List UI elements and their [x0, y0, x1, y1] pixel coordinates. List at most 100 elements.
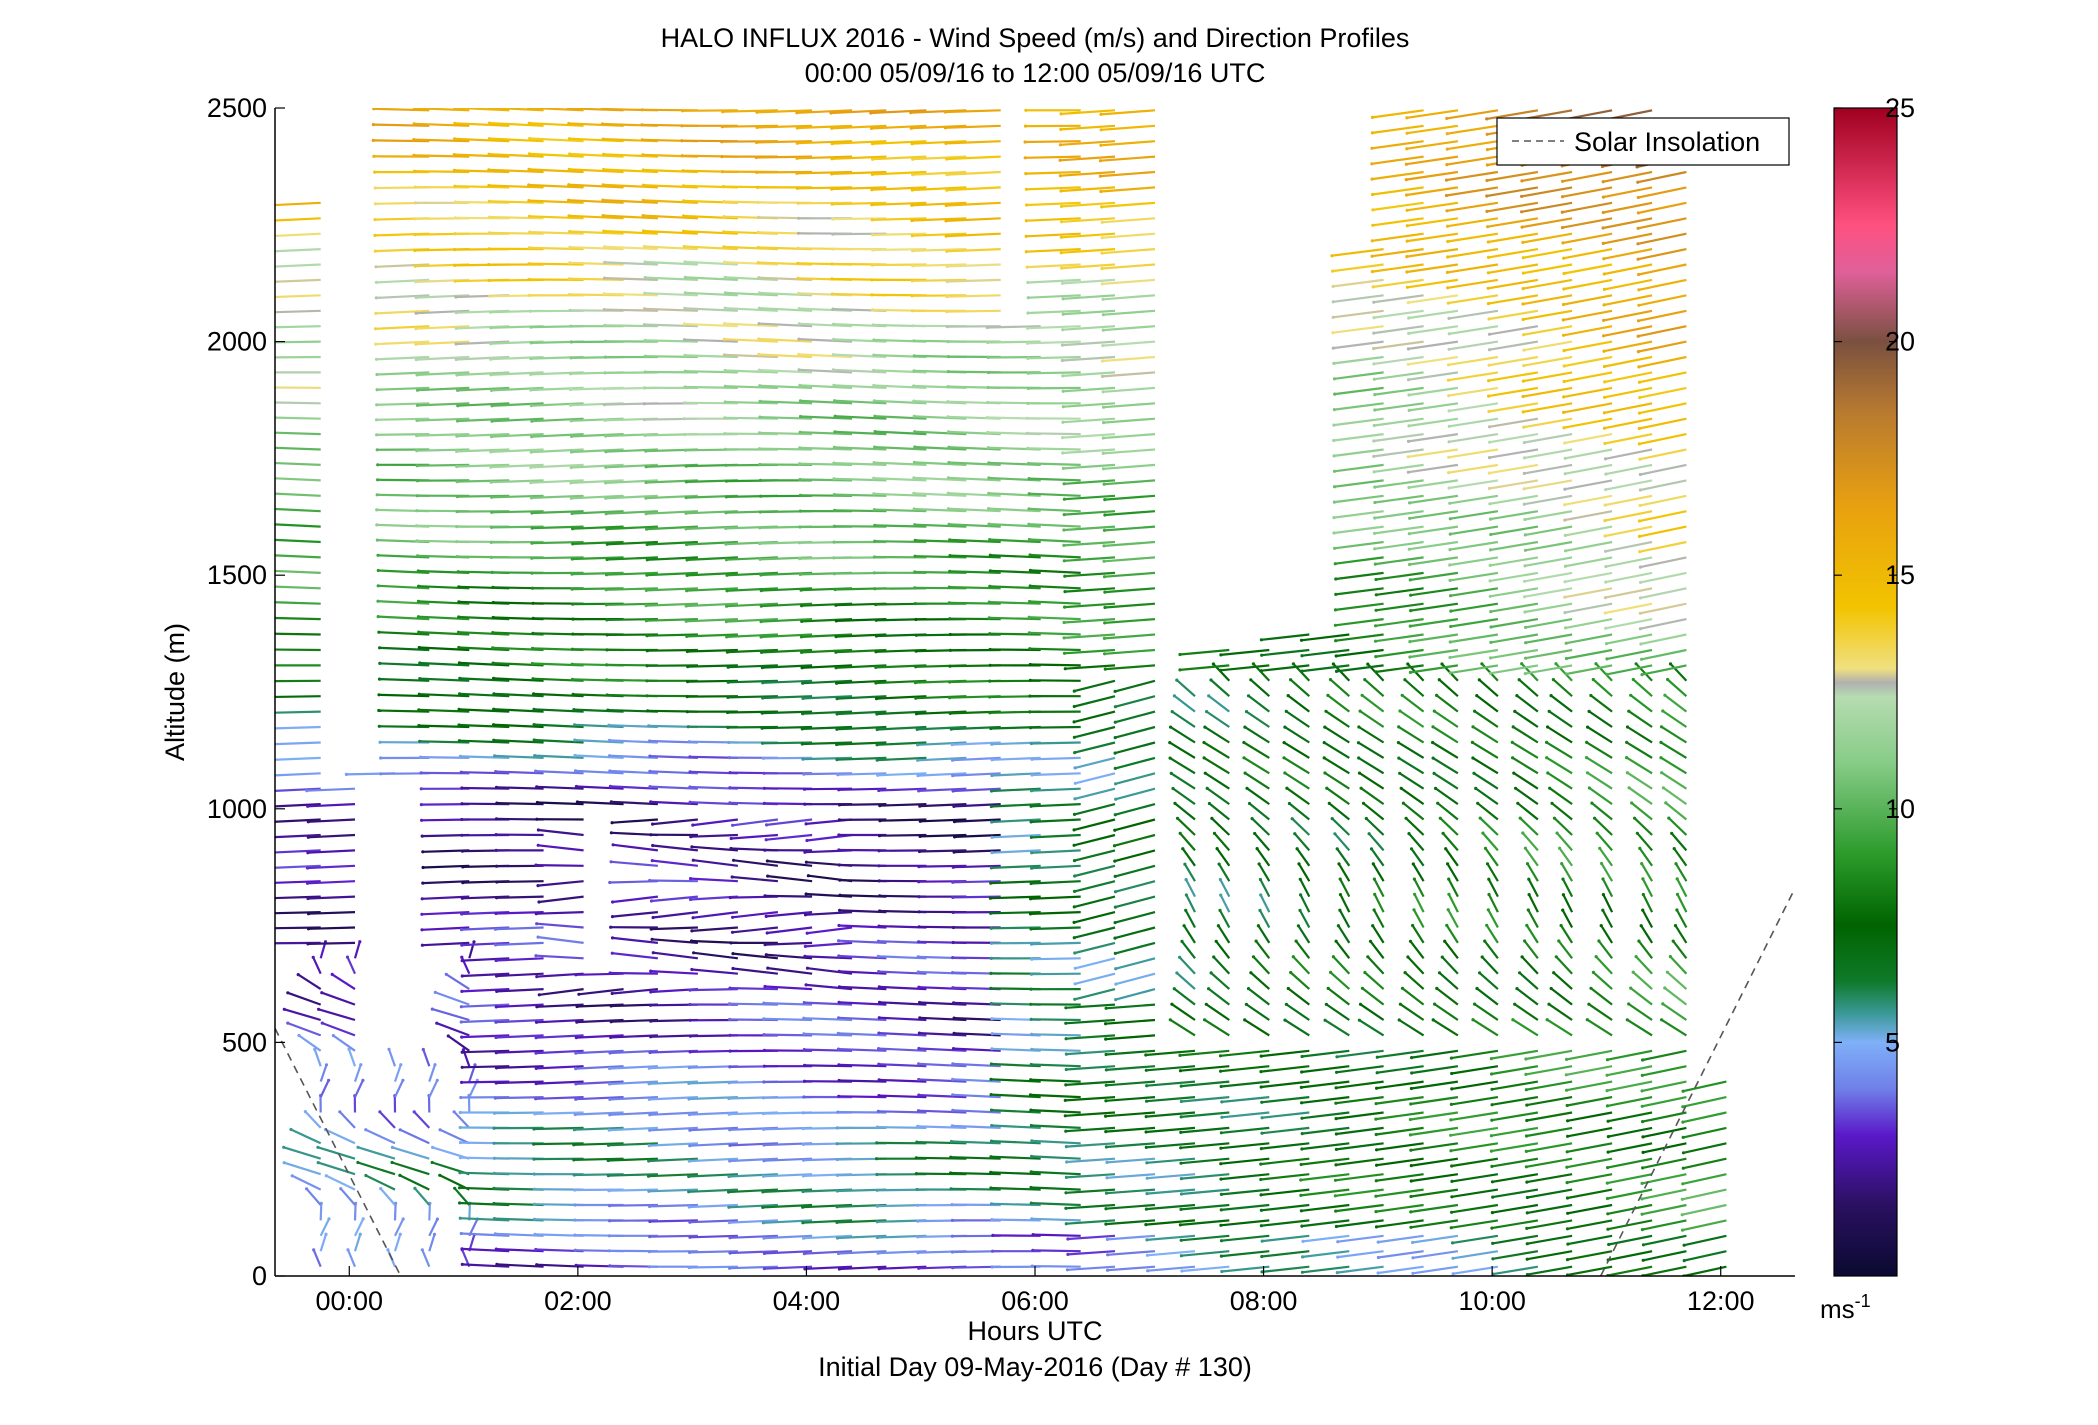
- wind-barb-head: [536, 935, 540, 939]
- wind-barb-head: [1323, 771, 1327, 775]
- wind-barb: [1299, 909, 1311, 929]
- wind-barb-head: [1027, 507, 1031, 511]
- wind-barb: [838, 1250, 887, 1255]
- wind-barb-head: [603, 260, 607, 264]
- wind-barb: [1373, 355, 1424, 365]
- wind-barb-head: [378, 646, 382, 650]
- wind-barb: [684, 401, 738, 405]
- wind-barb-head: [417, 724, 421, 728]
- wind-barb: [1064, 494, 1116, 501]
- wind-barb-head: [1447, 316, 1451, 320]
- wind-barb: [375, 263, 430, 268]
- wind-barb-head: [760, 726, 764, 730]
- wind-barb-head: [266, 235, 269, 238]
- wind-barb-head: [460, 833, 464, 837]
- wind-barb-head: [1640, 1073, 1644, 1077]
- wind-barb-head: [1411, 1240, 1415, 1245]
- wind-barb-head: [491, 615, 495, 620]
- wind-barb: [1632, 678, 1653, 698]
- wind-barb-head: [530, 526, 534, 530]
- wind-barb-head: [1374, 1179, 1378, 1183]
- wind-barb: [804, 1265, 853, 1270]
- wind-barb-head: [1100, 236, 1104, 240]
- wind-barb: [538, 828, 584, 837]
- wind-barb: [1327, 694, 1350, 713]
- wind-barb: [1102, 278, 1156, 285]
- wind-barb-head: [420, 912, 424, 916]
- wind-barb-head: [532, 723, 536, 727]
- wind-barb-head: [536, 884, 540, 888]
- wind-barb: [1525, 648, 1573, 660]
- wind-barb-head: [271, 743, 274, 746]
- wind-barb-head: [1334, 654, 1338, 658]
- wind-barb-head: [1259, 1193, 1263, 1197]
- wind-barb-head: [494, 848, 498, 853]
- wind-barb-head: [1114, 967, 1118, 971]
- wind-barb-head: [1332, 531, 1336, 535]
- wind-barb: [1301, 1157, 1350, 1166]
- wind-barb: [1247, 694, 1270, 713]
- wind-barb: [1490, 587, 1539, 598]
- wind-barb-head: [1448, 532, 1452, 536]
- wind-barb: [991, 1218, 1041, 1222]
- wind-barb: [1376, 1157, 1424, 1167]
- wind-barb-head: [795, 186, 799, 190]
- wind-barb-head: [837, 1094, 841, 1098]
- wind-barb: [1558, 847, 1573, 867]
- wind-barb: [1450, 1142, 1499, 1152]
- wind-barb-head: [917, 940, 921, 944]
- wind-barb-head: [1102, 405, 1106, 409]
- wind-barb-head: [455, 373, 459, 377]
- wind-barb-head: [574, 1097, 578, 1101]
- wind-barb-head: [917, 849, 922, 854]
- wind-barb-head: [912, 399, 916, 403]
- wind-barb: [1439, 817, 1459, 836]
- wind-barb: [1563, 386, 1613, 398]
- wind-barb: [495, 941, 544, 946]
- wind-barb: [1063, 386, 1116, 393]
- wind-barb: [1205, 1003, 1230, 1021]
- wind-barb: [1028, 386, 1081, 390]
- wind-barb: [1247, 987, 1270, 1006]
- wind-barb-head: [534, 1036, 538, 1040]
- wind-barb: [756, 124, 813, 129]
- wind-barb-head: [1023, 140, 1027, 144]
- wind-barb-head: [527, 277, 531, 282]
- wind-barb-head: [1521, 394, 1525, 399]
- wind-barb: [1101, 263, 1156, 270]
- wind-barb: [1516, 987, 1539, 1006]
- wind-barb: [1146, 1203, 1196, 1211]
- wind-barb-head: [651, 822, 655, 826]
- wind-barb-head: [918, 819, 922, 823]
- wind-barb: [762, 679, 813, 684]
- wind-barb-head: [943, 110, 947, 114]
- wind-barb: [731, 833, 778, 840]
- wind-barb-head: [1432, 771, 1436, 776]
- wind-barb-head: [1179, 1192, 1184, 1196]
- wind-barb-head: [1409, 1086, 1413, 1091]
- wind-barb-head: [1100, 205, 1104, 209]
- wind-barb-head: [872, 383, 876, 388]
- wind-barb: [1447, 878, 1459, 898]
- wind-barb-head: [1259, 1208, 1263, 1212]
- wind-barb-head: [1030, 942, 1034, 946]
- wind-barb: [379, 1111, 396, 1129]
- wind-barb-head: [687, 740, 691, 744]
- wind-barb-head: [1300, 1054, 1304, 1059]
- wind-barb-head: [602, 152, 606, 156]
- wind-barb-head: [1447, 486, 1451, 490]
- wind-barb-head: [912, 507, 916, 511]
- wind-barb-head: [1220, 1115, 1224, 1119]
- wind-barb-head: [374, 327, 378, 331]
- wind-barb: [1608, 1234, 1653, 1246]
- wind-barb: [275, 554, 321, 559]
- wind-barb-head: [685, 542, 689, 547]
- wind-barb-head: [685, 573, 689, 578]
- wind-barb-head: [1113, 874, 1117, 879]
- wind-barb-head: [1063, 667, 1067, 671]
- wind-barb: [307, 941, 356, 945]
- wind-barb: [949, 601, 1001, 605]
- wind-barb-head: [415, 509, 419, 513]
- wind-barb-head: [948, 648, 953, 653]
- wind-barb-head: [1490, 1087, 1494, 1091]
